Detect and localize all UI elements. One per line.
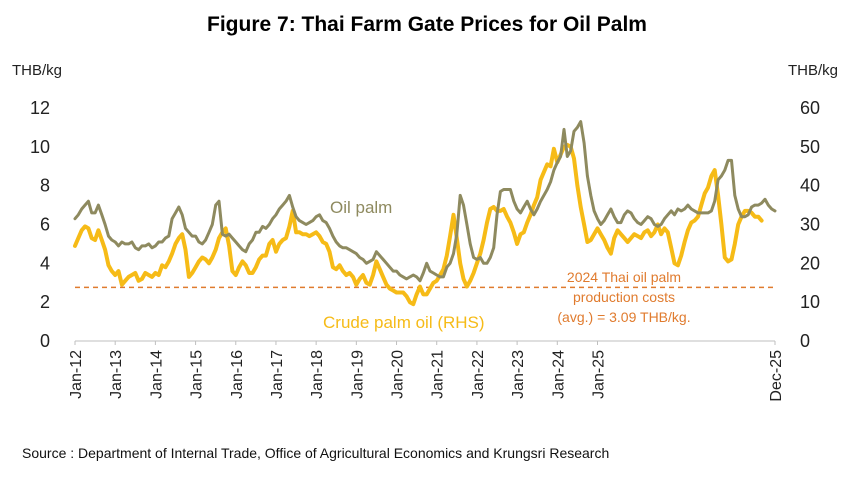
x-tick-label: Jan-13 (108, 350, 125, 399)
x-tick-label: Jan-16 (229, 350, 246, 399)
x-tick-label: Dec-25 (768, 350, 785, 402)
x-tick-label: Jan-25 (590, 350, 607, 399)
x-tick-label: Jan-19 (349, 350, 366, 399)
right-tick-label: 60 (800, 98, 820, 118)
cost-annotation-line2: production costs (573, 289, 675, 305)
chart-title: Figure 7: Thai Farm Gate Prices for Oil … (207, 13, 647, 36)
right-tick-label: 10 (800, 292, 820, 312)
x-tick-label: Jan-21 (430, 350, 447, 399)
left-tick-label: 6 (40, 215, 50, 235)
oil-palm-series-line (73, 120, 777, 283)
x-tick-label: Jan-22 (470, 350, 487, 399)
right-tick-label: 50 (800, 137, 820, 157)
x-tick-label: Jan-15 (189, 350, 206, 399)
right-tick-label: 20 (800, 253, 820, 273)
left-tick-label: 12 (30, 98, 50, 118)
left-tick-label: 4 (40, 253, 50, 273)
left-axis-ticks: 0 2 4 6 8 10 12 (30, 98, 50, 351)
left-tick-label: 8 (40, 176, 50, 196)
left-tick-label: 10 (30, 137, 50, 157)
right-axis-unit: THB/kg (788, 62, 838, 79)
left-tick-label: 0 (40, 331, 50, 351)
left-axis-unit: THB/kg (12, 62, 62, 79)
x-tick-label: Jan-23 (510, 350, 527, 399)
source-note: Source : Department of Internal Trade, O… (22, 445, 609, 461)
right-axis-ticks: 0 10 20 30 40 50 60 (800, 98, 820, 351)
right-tick-label: 30 (800, 215, 820, 235)
right-tick-label: 0 (800, 331, 810, 351)
x-axis-ticks: Jan-12 Jan-13 Jan-14 Jan-15 Jan-16 Jan-17 Jan-… (68, 341, 785, 402)
x-tick-label: Jan-20 (390, 350, 407, 399)
cost-annotation-line1: 2024 Thai oil palm (567, 269, 681, 285)
x-tick-label: Jan-12 (68, 350, 85, 399)
x-tick-label: Jan-14 (148, 350, 165, 399)
x-tick-label: Jan-24 (550, 350, 567, 399)
oil-palm-label: Oil palm (330, 198, 392, 217)
right-tick-label: 40 (800, 176, 820, 196)
x-tick-label: Jan-17 (269, 350, 286, 399)
crude-palm-oil-series-line (73, 142, 764, 307)
crude-palm-oil-label: Crude palm oil (RHS) (323, 313, 485, 332)
x-tick-label: Jan-18 (309, 350, 326, 399)
left-tick-label: 2 (40, 292, 50, 312)
cost-annotation-line3: (avg.) = 3.09 THB/kg. (557, 309, 690, 325)
